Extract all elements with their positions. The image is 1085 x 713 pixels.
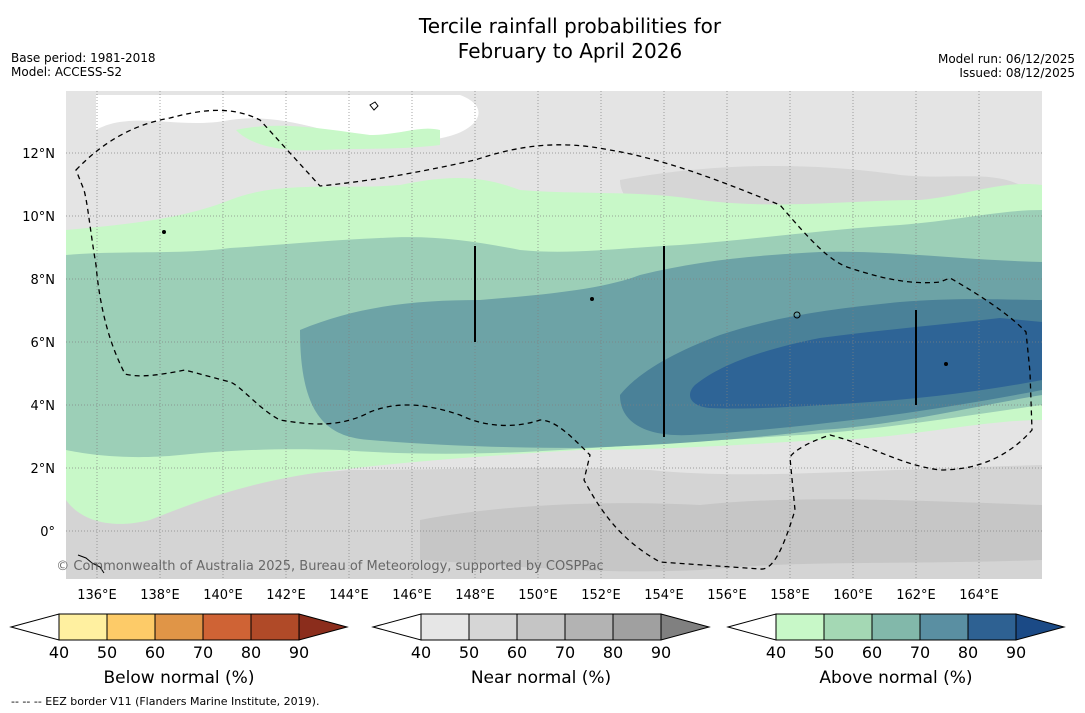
below-tick-50: 50 bbox=[96, 643, 118, 662]
legend-above-title: Above normal (%) bbox=[819, 668, 973, 688]
above-tick-70: 70 bbox=[909, 643, 931, 662]
above-swatch-over-90 bbox=[1015, 613, 1066, 641]
region-boundary-markers bbox=[474, 246, 917, 437]
near-tick-60: 60 bbox=[506, 643, 528, 662]
legend-near-title: Near normal (%) bbox=[470, 668, 612, 688]
near-swatch-over-90 bbox=[660, 613, 711, 641]
near-swatch-80 bbox=[564, 613, 614, 641]
model-run: Model run: 06/12/2025 bbox=[937, 52, 1075, 66]
below-swatch-60 bbox=[106, 613, 156, 641]
above-tick-80: 80 bbox=[957, 643, 979, 662]
above-tick-40: 40 bbox=[765, 643, 787, 662]
below-swatch-90 bbox=[250, 613, 300, 641]
near-tick-90: 90 bbox=[650, 643, 672, 662]
lon-label-148e: 148°E bbox=[455, 588, 495, 600]
lon-label-152e: 152°E bbox=[581, 588, 621, 600]
white-patch bbox=[96, 95, 479, 142]
eez-footnote: -- -- -- EEZ border V11 (Flanders Marine… bbox=[11, 695, 320, 708]
legend-near-normal-bar bbox=[371, 613, 711, 641]
eez-border-line bbox=[75, 109, 1033, 570]
near-tick-40: 40 bbox=[410, 643, 432, 662]
lon-label-156e: 156°E bbox=[707, 588, 747, 600]
latitude-labels: 12°N 10°N 8°N 6°N 4°N 2°N 0° bbox=[22, 147, 55, 540]
lon-label-146e: 146°E bbox=[392, 588, 432, 600]
lon-label-150e: 150°E bbox=[518, 588, 558, 600]
below-swatch-70 bbox=[154, 613, 204, 641]
below-swatch-50 bbox=[58, 613, 108, 641]
model-info: Base period: 1981-2018 Model: ACCESS-S2 bbox=[11, 51, 156, 79]
run-info: Model run: 06/12/2025 Issued: 08/12/2025 bbox=[938, 52, 1075, 80]
near-swatch-90 bbox=[612, 613, 662, 641]
near-tick-70: 70 bbox=[554, 643, 576, 662]
near-swatch-70 bbox=[516, 613, 566, 641]
above-swatch-50 bbox=[775, 613, 825, 641]
near-swatch-60 bbox=[468, 613, 518, 641]
below-tick-40: 40 bbox=[48, 643, 70, 662]
lat-label-0: 0° bbox=[40, 525, 55, 540]
below-tick-70: 70 bbox=[192, 643, 214, 662]
above-40-north bbox=[236, 125, 440, 151]
above-swatch-70 bbox=[871, 613, 921, 641]
copyright-note: © Commonwealth of Australia 2025, Bureau… bbox=[56, 559, 603, 574]
model-name: Model: ACCESS-S2 bbox=[11, 65, 123, 79]
above-tick-90: 90 bbox=[1005, 643, 1027, 662]
lon-label-140e: 140°E bbox=[203, 588, 243, 600]
below-swatch-over-90 bbox=[298, 613, 349, 641]
lat-label-10n: 10°N bbox=[22, 210, 55, 225]
lon-label-160e: 160°E bbox=[833, 588, 873, 600]
near-60-south bbox=[420, 499, 1042, 572]
lat-label-4n: 4°N bbox=[31, 399, 56, 414]
near-swatch-50 bbox=[420, 613, 470, 641]
issued-date: Issued: 08/12/2025 bbox=[959, 66, 1075, 80]
lat-label-12n: 12°N bbox=[22, 147, 55, 162]
lon-label-142e: 142°E bbox=[266, 588, 306, 600]
legend-bars bbox=[9, 613, 1066, 641]
lon-label-162e: 162°E bbox=[896, 588, 936, 600]
legend-above-normal-bar bbox=[726, 613, 1066, 641]
lon-label-158e: 158°E bbox=[770, 588, 810, 600]
above-swatch-60 bbox=[823, 613, 873, 641]
longitude-labels: 136°E 138°E 140°E 142°E 144°E 146°E 148°… bbox=[77, 588, 999, 600]
above-80-region bbox=[690, 318, 1042, 409]
title-line-2: February to April 2026 bbox=[457, 39, 683, 63]
near-tick-80: 80 bbox=[602, 643, 624, 662]
above-tick-50: 50 bbox=[813, 643, 835, 662]
islands bbox=[77, 101, 948, 574]
lat-label-2n: 2°N bbox=[31, 462, 56, 477]
lat-label-6n: 6°N bbox=[31, 336, 56, 351]
base-period: Base period: 1981-2018 bbox=[11, 51, 156, 65]
above-swatch-90 bbox=[967, 613, 1017, 641]
near-tick-50: 50 bbox=[458, 643, 480, 662]
lon-label-138e: 138°E bbox=[140, 588, 180, 600]
lon-label-136e: 136°E bbox=[77, 588, 117, 600]
legend-below-normal-bar bbox=[9, 613, 349, 641]
probability-field bbox=[66, 91, 1042, 579]
lat-label-8n: 8°N bbox=[31, 273, 56, 288]
lon-label-154e: 154°E bbox=[644, 588, 684, 600]
below-swatch-80 bbox=[202, 613, 252, 641]
below-tick-60: 60 bbox=[144, 643, 166, 662]
above-swatch-80 bbox=[919, 613, 969, 641]
lon-label-144e: 144°E bbox=[329, 588, 369, 600]
above-tick-60: 60 bbox=[861, 643, 883, 662]
below-tick-90: 90 bbox=[288, 643, 310, 662]
map-figure: © Commonwealth of Australia 2025, Bureau… bbox=[22, 91, 1042, 600]
title-line-1: Tercile rainfall probabilities for bbox=[418, 14, 722, 38]
below-tick-80: 80 bbox=[240, 643, 262, 662]
map-title: Tercile rainfall probabilities for Febru… bbox=[0, 14, 1085, 64]
legend-below-title: Below normal (%) bbox=[103, 668, 255, 688]
lon-label-164e: 164°E bbox=[959, 588, 999, 600]
